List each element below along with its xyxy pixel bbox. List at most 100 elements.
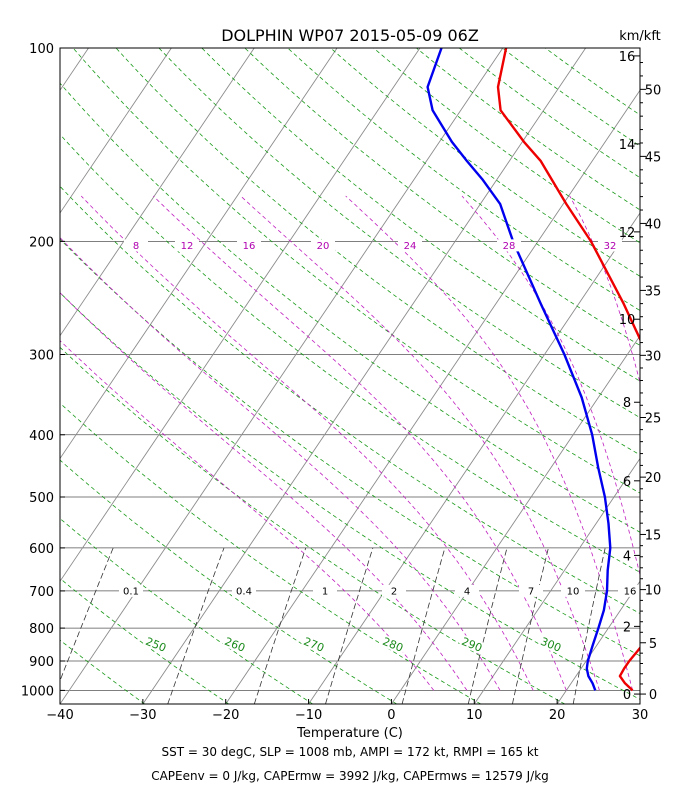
kft-tick-label: 30 — [645, 349, 662, 364]
moist-adiabat-label: 24 — [404, 241, 417, 252]
km-tick-label: 6 — [623, 475, 631, 490]
kft-tick-label: 40 — [645, 217, 662, 232]
km-tick-label: 12 — [619, 226, 636, 241]
dry-adiabat-line — [416, 48, 640, 211]
isotherm-line — [60, 48, 338, 460]
mixing-ratio-label-bg — [561, 584, 585, 597]
moist-adiabat-label: 8 — [133, 241, 139, 252]
mixing-ratio-line — [167, 547, 225, 704]
temperature-tick-label: −10 — [295, 708, 322, 723]
mixing-ratio-label-bg — [382, 584, 406, 597]
moist-adiabat-line — [80, 195, 534, 691]
km-tick-label: 0 — [623, 688, 631, 703]
moist-adiabat-label: 16 — [243, 241, 256, 252]
kft-tick-label: 20 — [645, 471, 662, 486]
pressure-tick-label: 1000 — [21, 684, 54, 699]
mixing-ratio-line — [467, 547, 508, 704]
km-kft-axis-label: km/kft — [619, 29, 661, 44]
mixing-ratio-line — [572, 547, 606, 704]
pressure-tick-label: 300 — [29, 348, 54, 363]
dry-adiabat-line — [287, 48, 640, 312]
pressure-tick-label: 700 — [29, 585, 54, 600]
dry-adiabat-label-bg — [458, 634, 486, 655]
dry-adiabat-line — [60, 639, 145, 704]
dry-adiabat-line — [60, 703, 61, 704]
x-axis-label: Temperature (C) — [296, 726, 403, 741]
mixing-ratio-label: 0.1 — [123, 586, 139, 597]
pressure-tick-label: 100 — [29, 42, 54, 57]
mixing-ratio-label: 4 — [464, 586, 470, 597]
mixing-ratio-label: 1 — [322, 586, 328, 597]
dry-adiabat-line — [60, 517, 313, 704]
dewpoint-profile-line — [426, 48, 612, 691]
moist-adiabat-line — [60, 340, 435, 691]
moist-adiabat-label-bg — [237, 239, 261, 252]
dry-adiabat-line — [373, 48, 640, 244]
mixing-ratio-line — [325, 547, 374, 704]
temperature-tick-label: 0 — [387, 708, 395, 723]
dry-adiabat-label-bg — [221, 634, 249, 655]
kft-tick-label: 0 — [649, 688, 657, 703]
dry-adiabat-line — [115, 48, 640, 456]
pressure-tick-label: 900 — [29, 655, 54, 670]
temperature-profile-line — [496, 48, 640, 692]
dry-adiabat-line — [459, 48, 640, 179]
mixing-ratio-line — [512, 547, 549, 704]
mixing-ratio-line — [253, 547, 307, 704]
temperature-tick-label: −20 — [212, 708, 239, 723]
isotherm-line — [60, 48, 172, 214]
moist-adiabat-label-bg — [175, 239, 199, 252]
dry-adiabat-line — [201, 48, 640, 382]
dry-adiabat-line — [60, 185, 640, 614]
moist-adiabat-label-bg — [311, 239, 335, 252]
temperature-tick-label: 20 — [549, 708, 566, 723]
isotherm-line — [473, 457, 640, 704]
moist-adiabat-label: 20 — [317, 241, 330, 252]
dry-adiabat-line — [330, 48, 640, 277]
pressure-tick-label: 400 — [29, 429, 54, 444]
grid-layer — [60, 48, 640, 704]
kft-tick-label: 15 — [645, 528, 662, 543]
isotherm-line — [225, 89, 640, 704]
isotherm-line — [142, 48, 587, 704]
mixing-ratio-label: 16 — [624, 586, 637, 597]
isotherm-line — [639, 703, 640, 704]
km-tick-label: 14 — [619, 138, 636, 153]
mixing-ratio-label: 10 — [567, 586, 580, 597]
moist-adiabat-label: 12 — [181, 241, 194, 252]
moist-adiabat-label-bg — [124, 239, 148, 252]
km-tick-label: 8 — [623, 396, 631, 411]
kft-tick-label: 25 — [645, 412, 662, 427]
mixing-ratio-label: 0.4 — [236, 586, 252, 597]
moist-adiabat-line — [240, 195, 600, 691]
mixing-ratio-line — [60, 547, 114, 682]
dry-adiabat-label-bg — [142, 634, 170, 655]
pressure-tick-label: 500 — [29, 491, 54, 506]
isotherm-line — [60, 48, 421, 583]
dry-adiabat-line — [60, 346, 565, 704]
dry-adiabat-line — [60, 133, 640, 573]
dry-adiabat-line — [60, 577, 229, 704]
profile-layer — [426, 48, 640, 692]
dry-adiabat-line — [60, 292, 640, 700]
dry-adiabat-line — [72, 48, 640, 494]
km-tick-label: 4 — [623, 549, 631, 564]
mixing-ratio-label-bg — [313, 584, 337, 597]
dry-adiabat-label-bg — [537, 634, 565, 655]
km-tick-label: 10 — [619, 313, 636, 328]
moist-adiabat-label: 28 — [503, 241, 516, 252]
footer-line-2: CAPEenv = 0 J/kg, CAPErmw = 3992 J/kg, C… — [151, 769, 549, 783]
pressure-tick-label: 800 — [29, 622, 54, 637]
chart-title: DOLPHIN WP07 2015-05-09 06Z — [221, 26, 479, 45]
moist-adiabat-label-bg — [497, 239, 521, 252]
moist-adiabat-line — [345, 195, 633, 691]
moist-adiabat-label: 32 — [604, 241, 617, 252]
dry-adiabat-line — [502, 48, 640, 147]
mixing-ratio-label: 7 — [528, 586, 534, 597]
temperature-tick-label: 30 — [632, 708, 649, 723]
mixing-ratio-label-bg — [232, 584, 256, 597]
moist-adiabat-line — [60, 292, 468, 691]
